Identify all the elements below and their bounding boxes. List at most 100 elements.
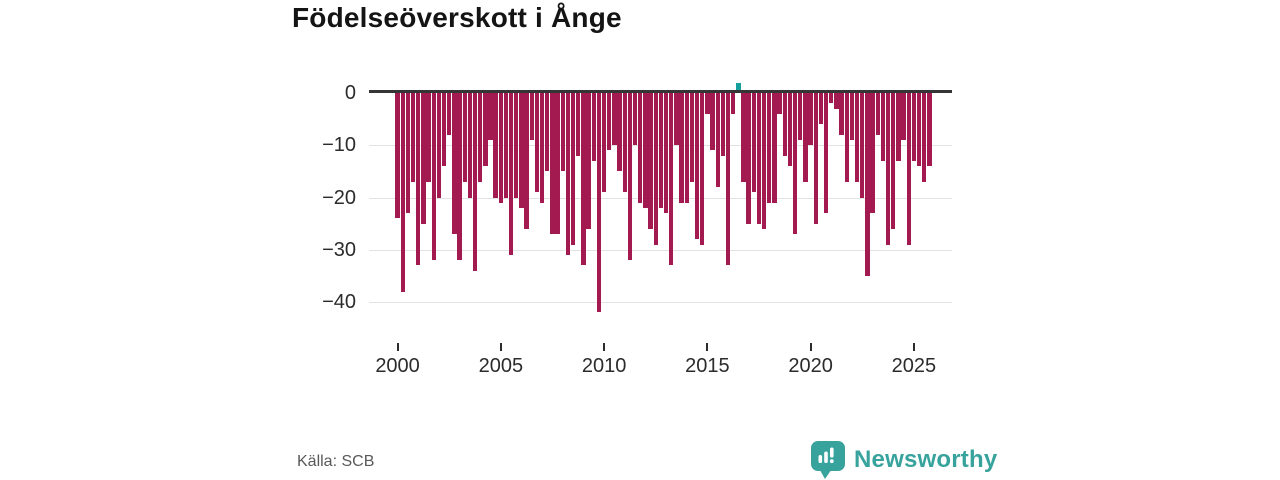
newsworthy-logo-icon	[811, 441, 845, 479]
bar-negative	[916, 93, 922, 167]
y-tick-label: −40	[322, 291, 356, 313]
bar-negative	[669, 93, 674, 266]
bar-negative	[792, 93, 798, 235]
bar-negative	[813, 93, 818, 224]
bar-negative	[586, 93, 591, 229]
y-tick-label: −10	[322, 134, 356, 157]
gridline	[369, 249, 952, 251]
bar-negative	[478, 93, 483, 182]
bar-negative	[560, 93, 565, 172]
bar-negative	[627, 93, 633, 261]
x-tick-mark	[809, 343, 812, 351]
bar-negative	[700, 93, 705, 245]
x-tick-mark	[499, 343, 502, 351]
bar-negative	[772, 93, 777, 203]
bar-negative	[725, 93, 731, 266]
source-label: Källa: SCB	[297, 453, 375, 470]
bar-negative	[849, 93, 855, 141]
bar-negative	[405, 93, 411, 214]
bar-negative	[524, 93, 529, 229]
bar-negative	[798, 93, 803, 141]
bar-negative	[684, 93, 689, 203]
bar-negative	[638, 93, 643, 203]
bar-negative	[462, 93, 467, 182]
bar-negative	[607, 93, 612, 151]
gridline	[369, 302, 952, 303]
bar-negative	[730, 93, 736, 114]
bar-negative	[844, 93, 849, 182]
y-tick-label: −30	[322, 238, 356, 261]
chart-title: Födelseöverskott i Ånge	[292, 2, 622, 33]
bar-negative	[689, 93, 695, 182]
bar-negative	[741, 93, 746, 182]
bar-negative	[457, 93, 462, 261]
bar-negative	[922, 93, 927, 182]
bar-negative	[400, 93, 405, 292]
bar-negative	[426, 93, 431, 182]
bar-negative	[410, 93, 416, 182]
bar-negative	[581, 93, 586, 266]
bar-negative	[591, 93, 596, 161]
bar-negative	[514, 93, 519, 198]
bar-negative	[782, 93, 787, 156]
bar-negative	[875, 93, 880, 135]
bar-negative	[720, 93, 725, 156]
x-tick-label: 2010	[581, 355, 627, 377]
x-tick-label: 2015	[685, 355, 730, 377]
bar-negative	[901, 93, 906, 141]
bar-negative	[653, 93, 658, 245]
x-tick-mark	[706, 343, 709, 351]
bar-negative	[601, 93, 607, 193]
bar-negative	[431, 93, 436, 261]
bar-negative	[834, 93, 839, 109]
x-tick-mark	[912, 343, 915, 351]
bar-negative	[885, 93, 891, 245]
bar-negative	[436, 93, 442, 198]
bar-negative	[395, 93, 400, 219]
bar-negative	[447, 93, 452, 135]
x-tick-label: 2025	[891, 355, 937, 377]
y-tick-label: −20	[322, 186, 356, 209]
bar-negative	[452, 93, 457, 235]
bar-negative	[870, 93, 875, 214]
bar-negative	[658, 93, 664, 208]
bar-negative	[488, 93, 493, 141]
bar-negative	[808, 93, 813, 146]
bar-negative	[503, 93, 509, 198]
bar-negative	[823, 93, 829, 214]
bar-negative	[421, 93, 426, 224]
bar-negative	[803, 93, 808, 182]
bar-negative	[767, 93, 772, 203]
bar-negative	[880, 93, 886, 161]
bar-negative	[854, 93, 860, 182]
bar-negative	[493, 93, 498, 198]
bar-negative	[545, 93, 550, 172]
bar-negative	[467, 93, 473, 198]
bar-negative	[674, 93, 679, 146]
bar-negative	[927, 93, 932, 167]
y-tick-label: 0	[344, 82, 356, 104]
bar-positive	[736, 82, 741, 93]
bar-negative	[519, 93, 524, 208]
bar-negative	[746, 93, 751, 224]
bar-negative	[751, 93, 756, 193]
bar-negative	[911, 93, 917, 161]
bar-negative	[529, 93, 534, 141]
bar-negative	[576, 93, 581, 156]
zero-axis-line	[369, 90, 952, 93]
bar-negative	[555, 93, 560, 235]
bar-negative	[663, 93, 669, 214]
x-tick-label: 2020	[788, 355, 833, 377]
bar-negative	[416, 93, 421, 266]
x-tick-label: 2000	[375, 355, 420, 377]
bar-negative	[612, 93, 617, 146]
bar-negative	[648, 93, 653, 229]
bar-negative	[570, 93, 576, 245]
bar-negative	[865, 93, 870, 276]
bar-negative	[787, 93, 793, 167]
bar-negative	[710, 93, 715, 151]
bar-negative	[694, 93, 700, 240]
bar-negative	[756, 93, 762, 224]
bar-negative	[896, 93, 901, 161]
